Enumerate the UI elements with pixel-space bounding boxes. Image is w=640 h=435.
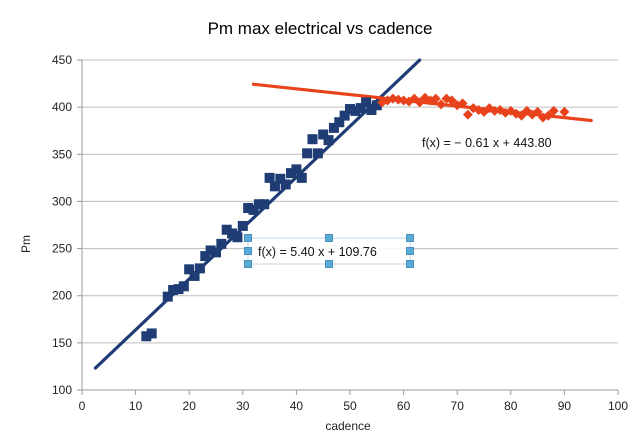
x-tick-label-0: 0 <box>79 399 86 413</box>
data-point-square <box>280 179 291 190</box>
y-tick-label-450: 450 <box>52 53 72 67</box>
data-point-square <box>194 263 205 274</box>
resize-handle[interactable] <box>244 234 252 242</box>
x-axis-label: cadence <box>325 419 371 433</box>
data-point-diamond <box>457 98 468 109</box>
data-point-square <box>205 245 216 256</box>
data-point-square <box>141 331 152 342</box>
x-tick-label-90: 90 <box>558 399 572 413</box>
y-tick-label-150: 150 <box>52 336 72 350</box>
data-point-square <box>296 172 307 183</box>
data-point-diamond <box>430 93 441 104</box>
data-point-square <box>189 270 200 281</box>
data-point-square <box>302 148 313 159</box>
data-point-square <box>173 284 184 295</box>
data-point-square <box>339 110 350 121</box>
trendline-equation-high[interactable]: f(x) = − 0.61 x + 443.80 <box>422 136 552 150</box>
data-point-square <box>371 100 382 111</box>
data-point-square <box>211 247 221 258</box>
data-points <box>141 92 570 342</box>
trendlines <box>93 58 593 370</box>
data-point-square <box>361 97 372 108</box>
x-tick-label-50: 50 <box>343 399 357 413</box>
data-point-square <box>146 328 157 339</box>
y-tick-label-200: 200 <box>52 289 72 303</box>
x-tick-label-10: 10 <box>129 399 143 413</box>
data-point-diamond <box>462 109 473 120</box>
data-point-square <box>323 135 334 146</box>
data-point-diamond <box>414 97 425 108</box>
resize-handle[interactable] <box>325 260 333 268</box>
data-point-square <box>216 238 227 249</box>
data-point-square <box>200 251 211 262</box>
resize-handle[interactable] <box>406 260 414 268</box>
data-point-square <box>334 117 345 128</box>
data-point-diamond <box>543 110 554 121</box>
data-point-square <box>355 103 366 114</box>
data-point-square <box>168 285 179 296</box>
data-point-square <box>318 129 329 140</box>
data-point-square <box>269 181 280 192</box>
data-point-diamond <box>559 106 570 117</box>
data-point-square <box>275 173 286 184</box>
resize-handle[interactable] <box>406 234 414 242</box>
y-tick-label-350: 350 <box>52 147 72 161</box>
data-point-square <box>184 264 195 275</box>
data-point-square <box>264 172 275 183</box>
data-point-square <box>312 148 323 159</box>
data-point-square <box>291 164 302 175</box>
y-axis-label: Pm <box>19 235 33 253</box>
y-tick-label-300: 300 <box>52 194 72 208</box>
data-point-square <box>345 104 355 115</box>
data-point-square <box>253 199 264 210</box>
data-point-square <box>221 224 232 235</box>
data-point-square <box>259 199 270 210</box>
trendline-equation-low[interactable]: f(x) = 5.40 x + 109.76 <box>258 245 377 259</box>
resize-handle[interactable] <box>244 247 252 255</box>
x-tick-label-80: 80 <box>504 399 518 413</box>
data-point-diamond <box>436 99 447 110</box>
x-tick-label-40: 40 <box>290 399 304 413</box>
data-point-diamond <box>446 95 457 106</box>
x-tick-label-30: 30 <box>236 399 250 413</box>
data-point-square <box>162 291 173 302</box>
data-point-square <box>227 228 238 239</box>
y-tick-label-250: 250 <box>52 242 72 256</box>
data-point-square <box>237 220 248 231</box>
equation-selection-box <box>244 234 414 268</box>
x-tick-label-20: 20 <box>183 399 197 413</box>
data-point-diamond <box>516 110 527 121</box>
resize-handle[interactable] <box>244 260 252 268</box>
resize-handle[interactable] <box>406 247 414 255</box>
data-point-square <box>328 122 339 133</box>
data-point-square <box>248 204 259 215</box>
x-tick-label-100: 100 <box>608 399 628 413</box>
data-point-square <box>350 105 361 116</box>
x-tick-label-70: 70 <box>451 399 465 413</box>
data-point-diamond <box>548 105 559 116</box>
y-tick-label-100: 100 <box>52 383 72 397</box>
data-point-square <box>366 104 377 115</box>
data-point-square <box>232 232 243 243</box>
data-point-square <box>286 168 297 179</box>
chart-title: Pm max electrical vs cadence <box>208 19 433 38</box>
resize-handle[interactable] <box>325 234 333 242</box>
data-point-diamond <box>532 106 543 117</box>
axes <box>77 59 619 395</box>
x-tick-label-60: 60 <box>397 399 411 413</box>
data-point-square <box>307 134 318 145</box>
tick-labels: 100 150 200 250 300 350 400 450 0 10 20 30 40 50 60 70 8… <box>52 53 628 413</box>
data-point-square <box>178 281 189 292</box>
y-tick-label-400: 400 <box>52 100 72 114</box>
data-point-square <box>243 203 254 214</box>
